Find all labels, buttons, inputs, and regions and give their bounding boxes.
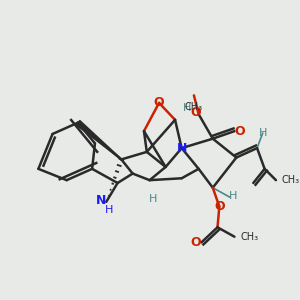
- Text: O: O: [234, 124, 245, 138]
- Text: CH₃: CH₃: [240, 232, 258, 242]
- Text: N: N: [96, 194, 106, 208]
- Text: CH₃: CH₃: [185, 102, 203, 112]
- Text: N: N: [176, 142, 187, 154]
- Text: O: O: [190, 106, 201, 119]
- Text: H: H: [149, 194, 158, 204]
- Text: O: O: [190, 236, 201, 249]
- Polygon shape: [76, 121, 122, 160]
- Text: O: O: [154, 96, 164, 110]
- Text: H: H: [229, 191, 237, 201]
- Text: H: H: [105, 205, 113, 215]
- Text: CH₃: CH₃: [282, 175, 300, 184]
- Text: H: H: [183, 103, 191, 112]
- Text: H: H: [259, 128, 267, 138]
- Text: O: O: [214, 200, 225, 213]
